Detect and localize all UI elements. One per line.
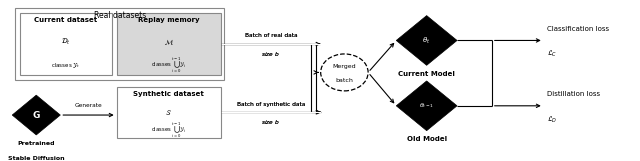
Text: Batch of real data: Batch of real data: [244, 33, 297, 38]
Text: $\mathcal{L}_C$: $\mathcal{L}_C$: [547, 49, 557, 59]
Polygon shape: [396, 81, 457, 131]
Text: batch: batch: [335, 78, 353, 83]
Text: Replay memory: Replay memory: [138, 17, 200, 23]
Text: Current dataset: Current dataset: [34, 17, 97, 23]
Text: Batch of real data: Batch of real data: [244, 33, 297, 38]
Text: $\theta_t$: $\theta_t$: [422, 35, 431, 46]
Text: Distillation loss: Distillation loss: [547, 91, 600, 97]
Ellipse shape: [321, 54, 368, 91]
Text: Pretrained: Pretrained: [17, 141, 55, 146]
Text: $\mathcal{D}_t$: $\mathcal{D}_t$: [61, 36, 70, 47]
Text: Stable Diffusion: Stable Diffusion: [8, 156, 65, 161]
Text: Merged: Merged: [333, 64, 356, 69]
Text: size $b$: size $b$: [262, 118, 280, 126]
FancyBboxPatch shape: [15, 9, 224, 80]
Text: classes $\mathcal{Y}_t$: classes $\mathcal{Y}_t$: [51, 60, 81, 70]
Text: Batch of synthetic data: Batch of synthetic data: [237, 102, 305, 107]
FancyBboxPatch shape: [116, 87, 221, 138]
Text: Old Model: Old Model: [406, 136, 447, 142]
Text: classes $\bigcup_{i=0}^{t-1} \mathcal{Y}_i$: classes $\bigcup_{i=0}^{t-1} \mathcal{Y}…: [151, 56, 187, 75]
Text: Real datasets: Real datasets: [93, 11, 146, 20]
Text: Synthetic dataset: Synthetic dataset: [133, 91, 204, 97]
Text: $\theta_{t-1}$: $\theta_{t-1}$: [419, 101, 435, 110]
Text: size $b$: size $b$: [262, 118, 280, 126]
Text: $\mathcal{S}$: $\mathcal{S}$: [166, 108, 172, 117]
Text: classes $\bigcup_{i=0}^{t-1} \mathcal{Y}_i$: classes $\bigcup_{i=0}^{t-1} \mathcal{Y}…: [151, 121, 187, 140]
Polygon shape: [12, 95, 60, 135]
Text: $\mathcal{L}_D$: $\mathcal{L}_D$: [547, 114, 557, 124]
Text: Batch of synthetic data: Batch of synthetic data: [237, 102, 305, 107]
FancyBboxPatch shape: [116, 13, 221, 75]
Text: Current Model: Current Model: [398, 71, 455, 77]
Text: size $b$: size $b$: [262, 50, 280, 58]
Text: size $b$: size $b$: [262, 50, 280, 58]
Polygon shape: [396, 16, 457, 65]
Text: Generate: Generate: [75, 103, 102, 108]
Text: G: G: [33, 111, 40, 119]
FancyBboxPatch shape: [20, 13, 111, 75]
Text: Classification loss: Classification loss: [547, 26, 609, 32]
Text: $\mathcal{M}$: $\mathcal{M}$: [164, 37, 173, 47]
